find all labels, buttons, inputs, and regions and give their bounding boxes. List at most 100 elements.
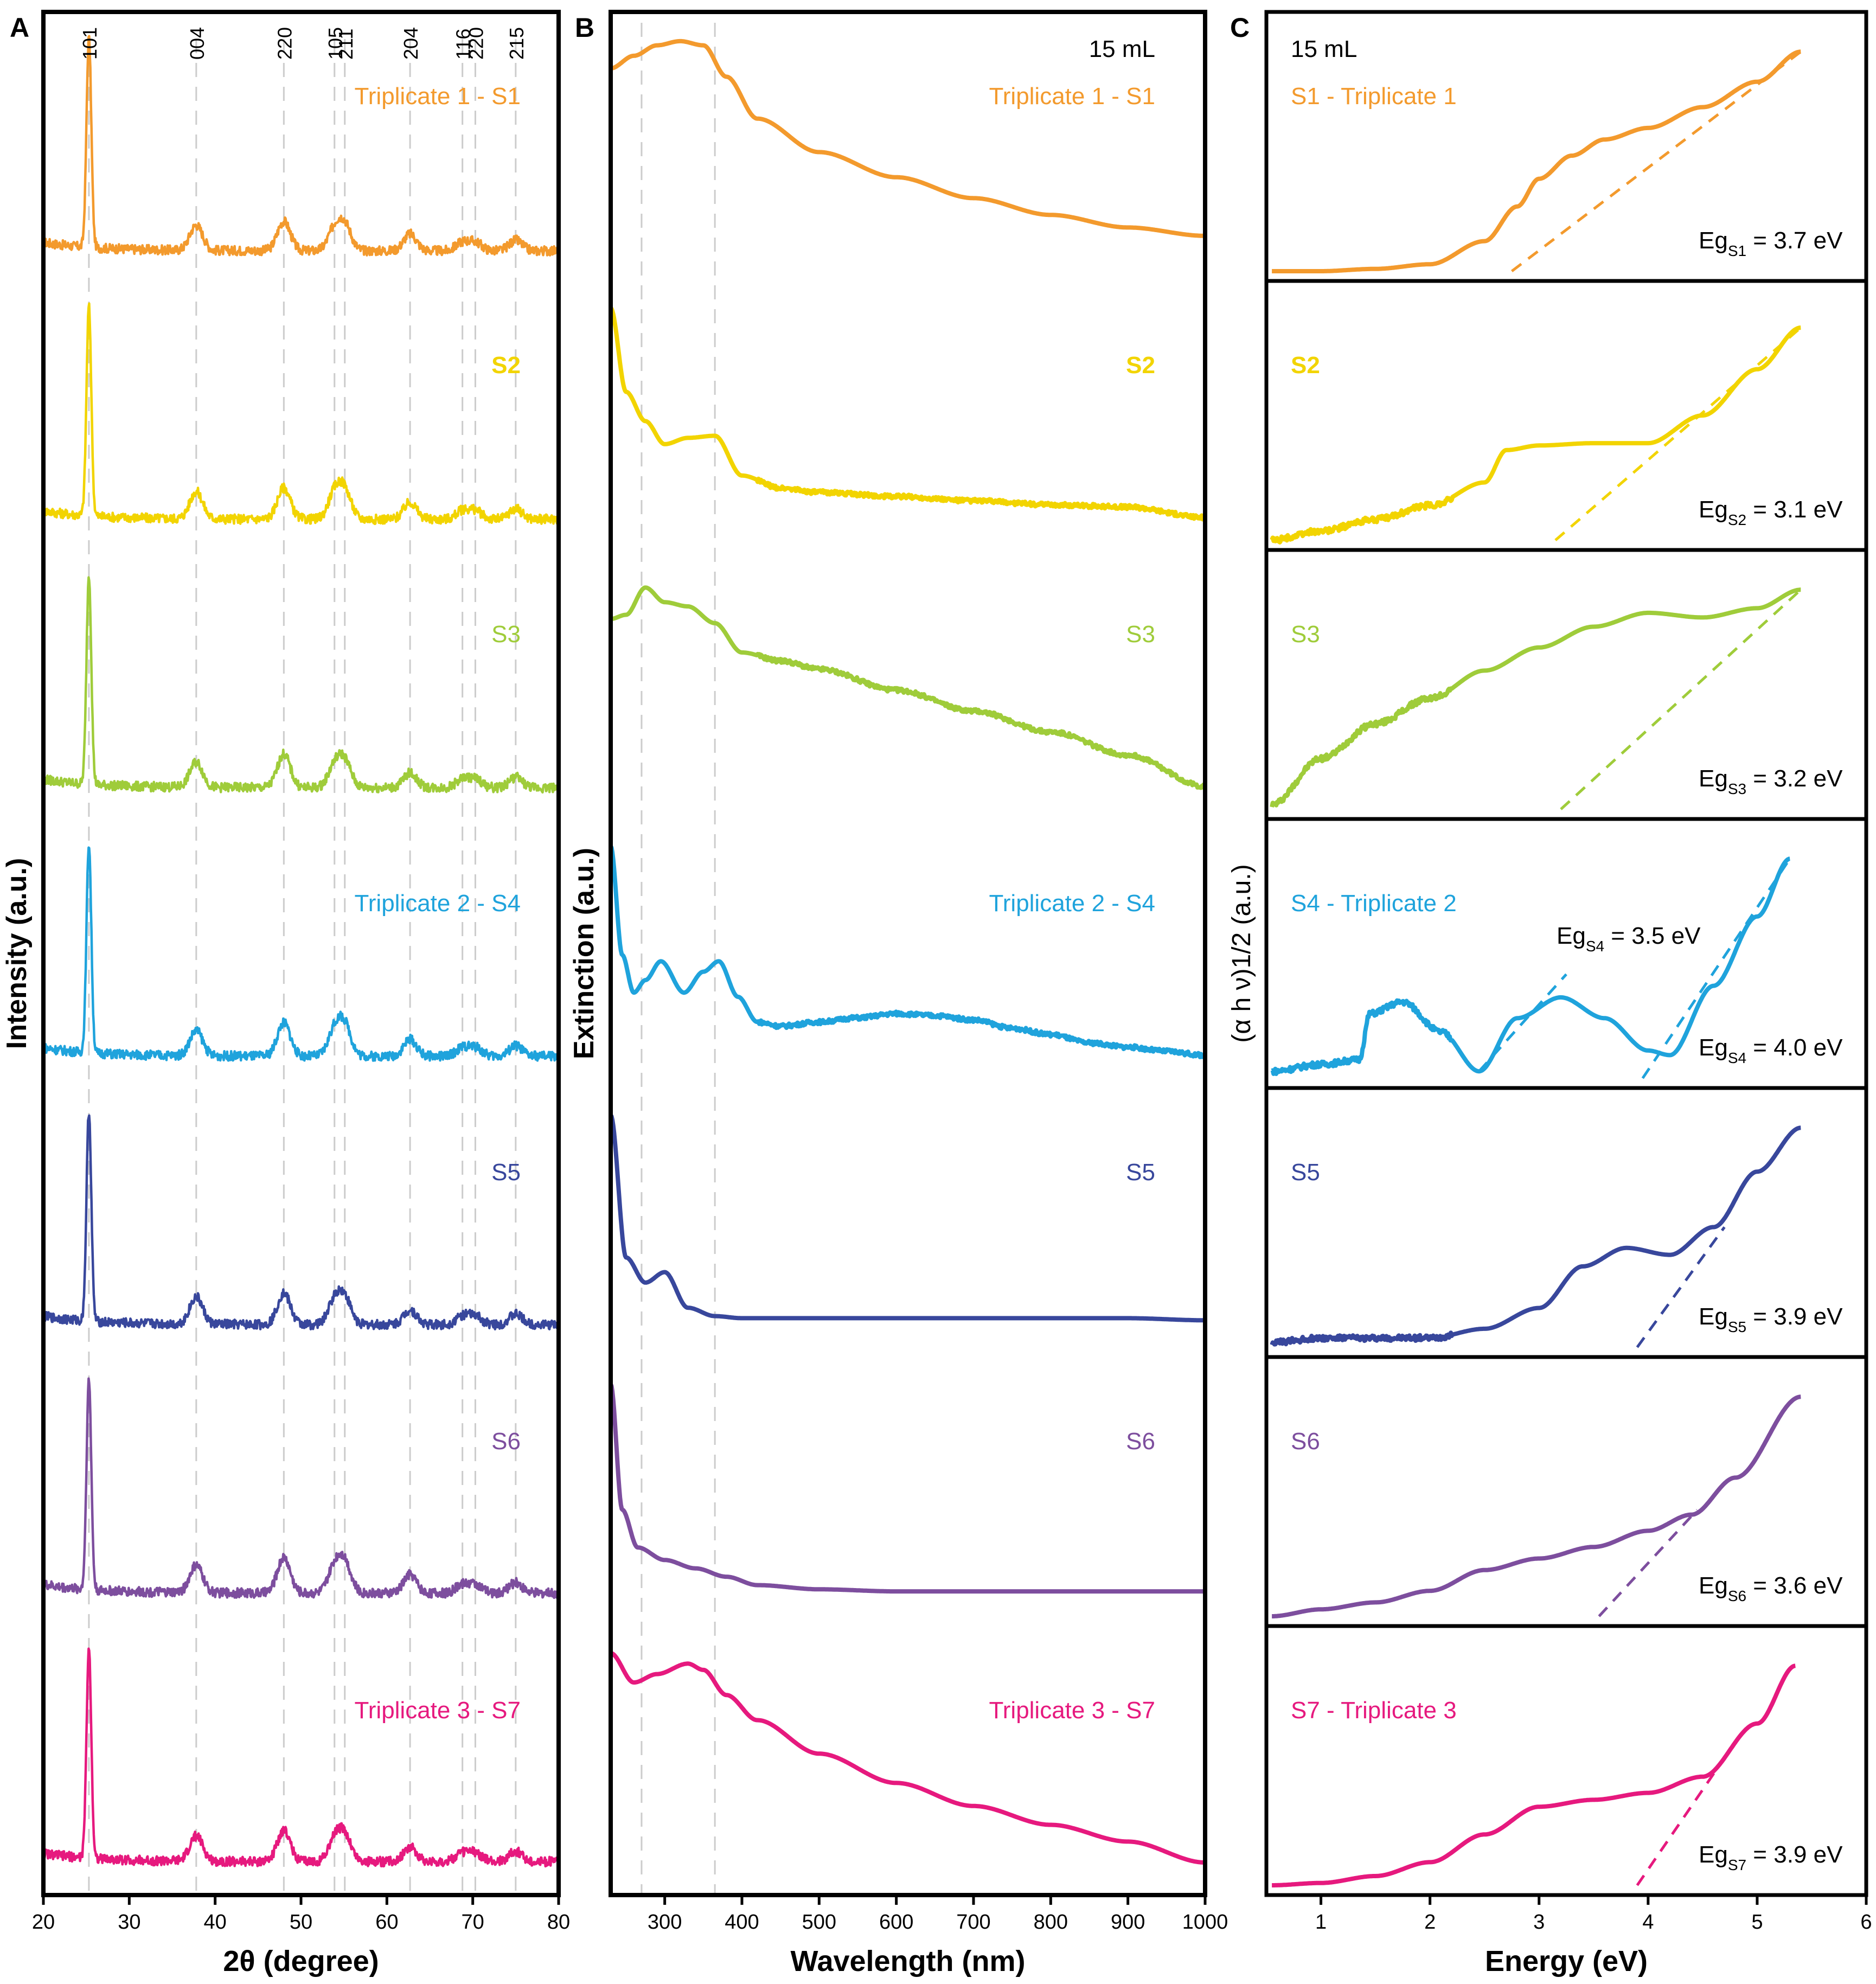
x-tick-label-b: 600 — [879, 1911, 913, 1934]
peak-label: 211 — [335, 29, 357, 60]
extinction-series-label: Triplicate 3 - S7 — [989, 1697, 1155, 1724]
tauc-series-line — [1270, 1394, 1802, 1618]
xrd-series-line — [42, 576, 560, 794]
peak-label: 220 — [273, 27, 296, 60]
x-tick-label-b: 800 — [1034, 1911, 1068, 1934]
xrd-series-line — [42, 302, 560, 526]
band-gap-label: EgS1 = 3.7 eV — [1699, 227, 1843, 259]
xrd-series-label: S2 — [491, 352, 521, 379]
extinction-series-label: Triplicate 2 - S4 — [989, 890, 1155, 917]
x-tick-label-c: 2 — [1424, 1911, 1436, 1934]
xrd-series-label: S6 — [491, 1428, 521, 1455]
band-gap-label: EgS3 = 3.2 eV — [1699, 765, 1843, 797]
x-tick-label-a: 60 — [375, 1911, 398, 1934]
tauc-series-label: S7 - Triplicate 3 — [1291, 1697, 1457, 1724]
x-tick-label-a: 80 — [547, 1911, 570, 1934]
extinction-series-line — [609, 1651, 1207, 1865]
tauc-series-line — [1270, 1125, 1802, 1347]
x-axis-label-a: 2θ (degree) — [223, 1945, 379, 1977]
band-gap-label: EgS7 = 3.9 eV — [1699, 1841, 1843, 1873]
panel-a-frame — [41, 10, 561, 1897]
tauc-series-label: S5 — [1291, 1159, 1320, 1186]
extinction-series-label: Triplicate 1 - S1 — [989, 83, 1155, 110]
tauc-series-label: S4 - Triplicate 2 — [1291, 890, 1457, 917]
xrd-series-label: S3 — [491, 621, 521, 648]
panel-c-title: 15 mL — [1291, 36, 1357, 62]
x-tick-label-c: 5 — [1751, 1911, 1763, 1934]
x-axis-label-b: Wavelength (nm) — [790, 1945, 1025, 1977]
x-tick-label-c: 4 — [1642, 1911, 1654, 1934]
band-gap-label: EgS4 = 4.0 eV — [1699, 1034, 1843, 1066]
x-tick-label-a: 40 — [204, 1911, 227, 1934]
band-gap-label-secondary: EgS4 = 3.5 eV — [1557, 923, 1701, 955]
tauc-series-line — [1270, 587, 1802, 808]
peak-label: 004 — [186, 27, 208, 60]
xrd-series-line — [42, 35, 560, 257]
band-gap-label: EgS2 = 3.1 eV — [1699, 496, 1843, 528]
x-tick-label-a: 20 — [32, 1911, 55, 1934]
extinction-series-line — [609, 585, 1207, 790]
tauc-series-line — [1270, 1663, 1797, 1887]
x-tick-label-c: 1 — [1315, 1911, 1327, 1934]
xrd-series-line — [42, 1647, 560, 1868]
tangent-line — [1598, 1509, 1699, 1617]
peak-label: 105 — [324, 27, 347, 60]
extinction-series-line — [609, 306, 1207, 522]
x-tick-label-c: 6 — [1860, 1911, 1872, 1934]
peak-label: 116 — [452, 29, 475, 60]
peak-label: 220 — [465, 27, 487, 60]
extinction-series-label: S5 — [1126, 1159, 1155, 1186]
band-gap-label: EgS6 = 3.6 eV — [1699, 1572, 1843, 1604]
tangent-line-secondary — [1478, 973, 1567, 1072]
x-tick-label-a: 70 — [462, 1911, 484, 1934]
panel-label-c: C — [1230, 12, 1250, 43]
extinction-series-line — [609, 39, 1207, 238]
extinction-series-label: S3 — [1126, 621, 1155, 648]
xrd-series-line — [42, 1114, 560, 1330]
band-gap-label: EgS5 = 3.9 eV — [1699, 1303, 1843, 1335]
xrd-series-line — [42, 846, 560, 1062]
xrd-series-line — [42, 1377, 560, 1599]
y-axis-label-c: (α h ν)1/2 (a.u.) — [1227, 864, 1256, 1042]
tauc-subpanel-frame — [1264, 1624, 1868, 1897]
x-tick-label-b: 900 — [1111, 1911, 1145, 1934]
x-tick-label-a: 50 — [290, 1911, 312, 1934]
y-axis-label-a: Intensity (a.u.) — [1, 858, 33, 1049]
extinction-series-label: S6 — [1126, 1428, 1155, 1455]
xrd-series-label: Triplicate 3 - S7 — [355, 1697, 521, 1724]
x-tick-label-b: 700 — [956, 1911, 990, 1934]
xrd-series-label: S5 — [491, 1159, 521, 1186]
tauc-series-label: S6 — [1291, 1428, 1320, 1455]
peak-label: 215 — [505, 27, 528, 60]
xrd-series-label: Triplicate 2 - S4 — [355, 890, 521, 917]
tauc-series-line — [1270, 49, 1802, 273]
x-tick-label-b: 300 — [648, 1911, 682, 1934]
tangent-line — [1560, 588, 1802, 810]
tangent-line — [1554, 327, 1802, 541]
peak-label: 101 — [79, 27, 101, 60]
tangent-line — [1636, 1226, 1726, 1348]
extinction-series-line — [609, 845, 1207, 1060]
x-tick-label-c: 3 — [1533, 1911, 1545, 1934]
y-axis-label-b: Extinction (a.u.) — [568, 848, 600, 1059]
x-tick-label-b: 500 — [802, 1911, 836, 1934]
x-axis-label-c: Energy (eV) — [1485, 1945, 1648, 1977]
x-tick-label-b: 1000 — [1182, 1911, 1228, 1934]
tauc-series-label: S2 — [1291, 352, 1320, 379]
tauc-series-line — [1270, 856, 1791, 1076]
extinction-series-line — [609, 1383, 1207, 1594]
tauc-series-label: S3 — [1291, 621, 1320, 648]
extinction-series-line — [609, 1113, 1207, 1323]
tangent-line — [1641, 857, 1791, 1079]
tauc-series-label: S1 - Triplicate 1 — [1291, 83, 1457, 110]
x-tick-label-b: 400 — [725, 1911, 759, 1934]
panel-label-b: B — [575, 12, 594, 43]
panel-b-title: 15 mL — [1089, 36, 1155, 62]
panel-label-a: A — [10, 12, 29, 43]
x-tick-label-a: 30 — [118, 1911, 140, 1934]
panel-b-frame — [609, 10, 1207, 1897]
xrd-series-label: Triplicate 1 - S1 — [355, 83, 521, 110]
extinction-series-label: S2 — [1126, 352, 1155, 379]
tauc-series-line — [1270, 325, 1802, 545]
